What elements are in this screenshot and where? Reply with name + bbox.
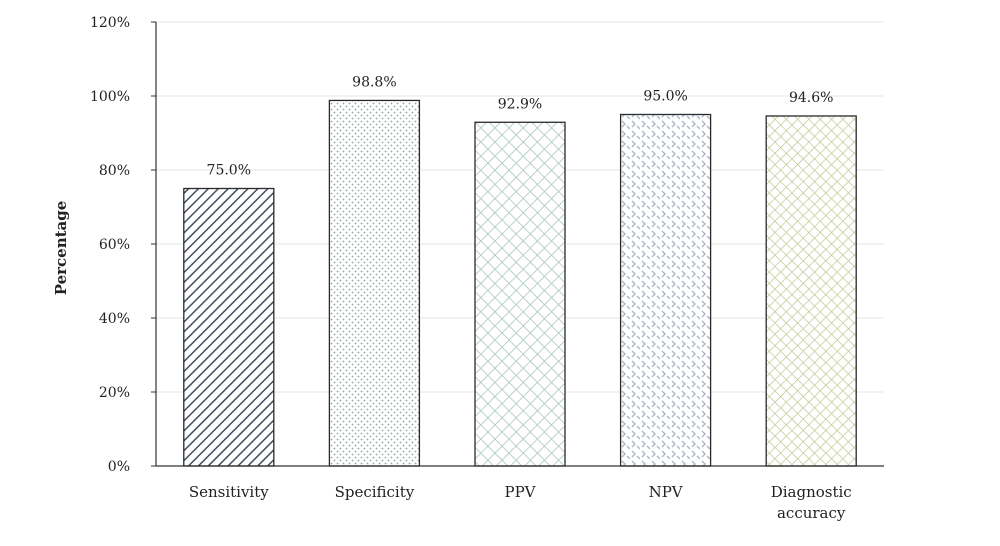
y-tick-label: 100% (90, 89, 130, 105)
y-tick-label: 40% (99, 311, 130, 327)
category-label-diagnostic-accuracy: Diagnostic accuracy (771, 483, 852, 522)
data-label-sensitivity: 75.0% (207, 163, 251, 179)
bar-diagnostic-accuracy (765, 115, 857, 467)
y-tick-label: 20% (99, 385, 130, 401)
bars (183, 99, 857, 467)
y-axis-title: Percentage (52, 201, 70, 296)
y-tick-label: 60% (99, 237, 130, 253)
bar-sensitivity (183, 187, 275, 467)
y-tick-label: 0% (108, 459, 130, 475)
category-label-ppv: PPV (504, 483, 536, 501)
category-label-specificity: Specificity (335, 483, 415, 501)
data-labels: 75.0% 98.8% 92.9% 95.0% 94.6% (207, 74, 834, 178)
data-label-specificity: 98.8% (352, 74, 396, 90)
y-axis-ticks: 0% 20% 40% 60% 80% 100% 120% (90, 15, 156, 475)
data-label-diagnostic-accuracy: 94.6% (789, 90, 833, 106)
bar-specificity (328, 99, 421, 467)
y-tick-label: 80% (99, 163, 130, 179)
data-label-npv: 95.0% (643, 89, 687, 105)
y-tick-label: 120% (90, 15, 130, 31)
category-label-sensitivity: Sensitivity (189, 483, 269, 501)
category-label-npv: NPV (649, 483, 684, 501)
bar-npv (619, 113, 712, 467)
bar-ppv (474, 121, 566, 467)
data-label-ppv: 92.9% (498, 96, 542, 112)
x-axis-categories: Sensitivity Specificity PPV NPV Diagnostic ac… (189, 483, 852, 522)
